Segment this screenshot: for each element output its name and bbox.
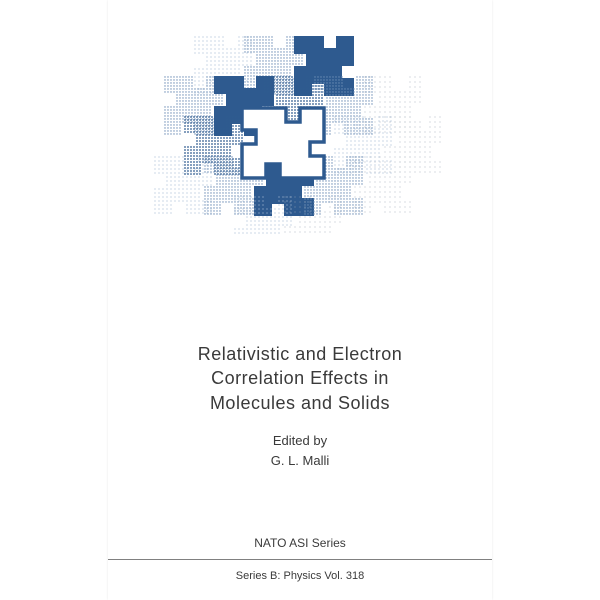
series-primary-label: NATO ASI Series xyxy=(108,536,492,550)
title-line-1: Relativistic and Electron xyxy=(108,342,492,366)
puzzle-pattern-icon xyxy=(154,36,454,236)
edited-by-label: Edited by xyxy=(108,432,492,450)
cover-artwork xyxy=(154,36,454,236)
editor-name: G. L. Malli xyxy=(108,452,492,470)
title-line-3: Molecules and Solids xyxy=(108,391,492,415)
series-secondary-label: Series B: Physics Vol. 318 xyxy=(108,570,492,582)
book-cover: Relativistic and Electron Correlation Ef… xyxy=(108,0,492,600)
editor-block: Edited by G. L. Malli xyxy=(108,432,492,470)
book-title: Relativistic and Electron Correlation Ef… xyxy=(108,342,492,415)
title-line-2: Correlation Effects in xyxy=(108,366,492,390)
divider-line xyxy=(108,559,492,560)
